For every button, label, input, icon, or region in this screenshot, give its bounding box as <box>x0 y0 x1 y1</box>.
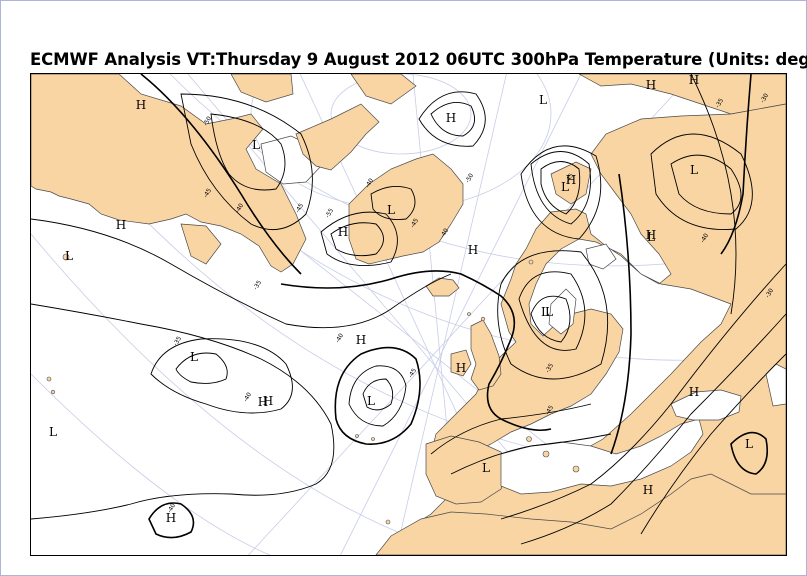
contour-labels: -50 -45 -40 -45 -40 -55 -45 -40 -50 -45 -40 -35 -35 -… <box>166 92 775 514</box>
black-sea <box>670 389 742 421</box>
contour-value-label: -35 <box>544 362 555 374</box>
contour-value-label: -50 <box>464 172 475 184</box>
low-pressure-marker: L <box>690 163 698 177</box>
contour-value-label: -35 <box>714 97 725 109</box>
high-pressure-marker: H <box>456 361 466 375</box>
contour-value-label: -45 <box>544 404 555 416</box>
high-pressure-marker: H <box>643 483 653 497</box>
contour-value-label: -45 <box>202 187 213 199</box>
contour-value-label: -35 <box>172 335 183 347</box>
low-pressure-marker: L <box>252 138 260 152</box>
contour-value-label: -30 <box>759 92 770 104</box>
chart-title: ECMWF Analysis VT:Thursday 9 August 2012… <box>30 50 807 69</box>
contour-value-label: -40 <box>334 332 345 344</box>
contour-value-label: -40 <box>364 177 375 189</box>
contour-value-label: -40 <box>166 502 177 514</box>
high-pressure-marker: H <box>446 111 456 125</box>
low-pressure-marker: L <box>482 461 490 475</box>
low-pressure-marker: L <box>190 350 198 364</box>
contour-value-label: -35 <box>252 279 263 291</box>
small-islands <box>46 253 580 525</box>
low-pressure-marker: L <box>367 394 375 408</box>
mediterranean-sea <box>500 418 704 495</box>
contour-value-label: -45 <box>294 202 305 214</box>
low-pressure-marker: L <box>745 437 753 451</box>
high-pressure-marker: H <box>166 511 176 525</box>
contour-value-label: -45 <box>409 217 420 229</box>
high-pressure-marker: H <box>356 333 366 347</box>
contour-value-label: -40 <box>699 232 710 244</box>
high-pressure-marker: H <box>116 218 126 232</box>
high-pressure-marker: H <box>468 243 478 257</box>
low-pressure-marker: L <box>561 180 569 194</box>
high-pressure-marker: H <box>136 98 146 112</box>
africa-land <box>375 473 786 555</box>
contour-value-label: -40 <box>234 202 245 214</box>
iceland-land <box>425 277 460 297</box>
low-pressure-marker: L <box>541 305 549 319</box>
high-pressure-marker: H <box>263 394 273 408</box>
contour-value-label: -50 <box>202 115 213 127</box>
low-pressure-marker: L <box>49 425 57 439</box>
low-pressure-marker: L <box>387 203 395 217</box>
ireland-land <box>450 349 472 377</box>
high-pressure-marker: H <box>689 74 699 87</box>
low-pressure-marker: L <box>647 230 655 244</box>
high-pressure-marker: H <box>338 225 348 239</box>
map-panel: -50 -45 -40 -45 -40 -55 -45 -40 -50 -45 -40 -35 -35 -… <box>30 73 787 556</box>
contour-value-label: -45 <box>407 367 418 379</box>
contour-value-label: -40 <box>439 227 450 239</box>
high-pressure-marker: H <box>646 228 656 242</box>
contour-value-label: -30 <box>764 287 775 299</box>
low-pressure-marker: L <box>545 305 553 319</box>
contour-value-label: -40 <box>242 391 253 403</box>
inland-seas <box>500 243 786 495</box>
high-pressure-marker: H <box>689 385 699 399</box>
temperature-contours <box>31 74 786 545</box>
arctic-islands <box>295 103 380 171</box>
contour-value-label: -45 <box>564 172 575 184</box>
low-pressure-marker: L <box>65 249 73 263</box>
britain-land <box>470 319 502 391</box>
high-pressure-marker: H <box>566 173 576 187</box>
high-pressure-marker: H <box>258 395 268 409</box>
low-pressure-marker: L <box>539 93 547 107</box>
contour-value-label: -55 <box>324 207 335 219</box>
map-canvas: -50 -45 -40 -45 -40 -55 -45 -40 -50 -45 -40 -35 -35 -… <box>31 74 786 555</box>
high-pressure-marker: H <box>646 78 656 92</box>
greenland-land <box>348 153 464 265</box>
iberia-land <box>425 435 510 505</box>
